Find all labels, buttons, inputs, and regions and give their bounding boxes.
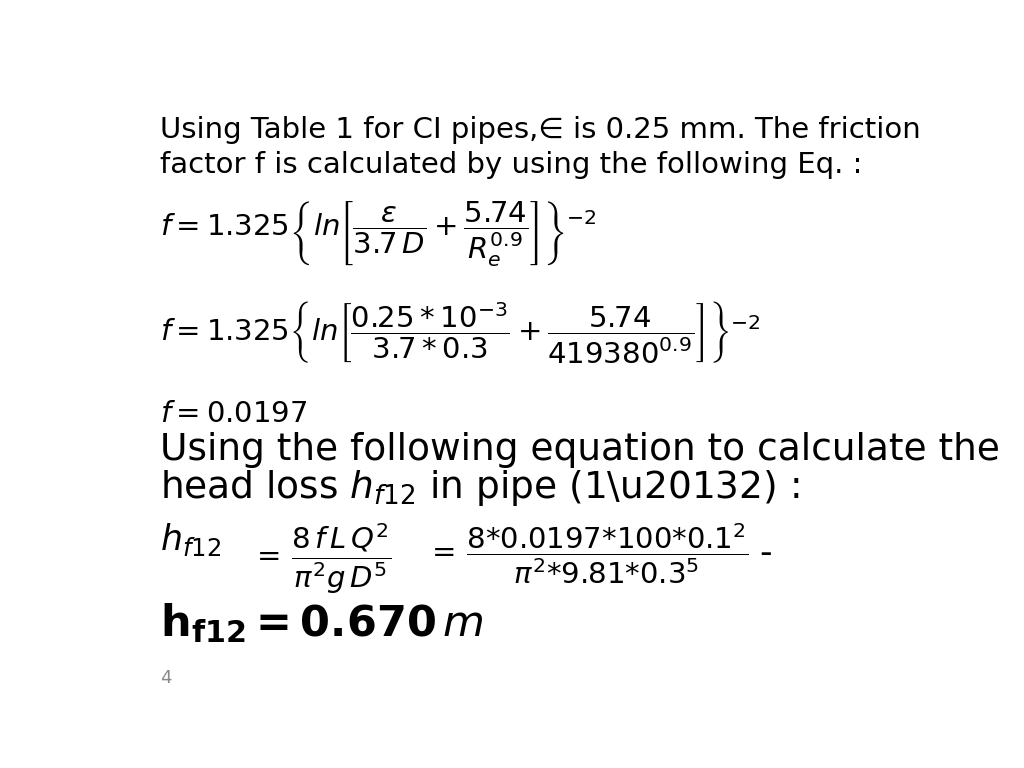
Text: -: - (759, 536, 771, 570)
Text: $\mathbf{h_{f12} = 0.670\,\mathit{m}}$: $\mathbf{h_{f12} = 0.670\,\mathit{m}}$ (160, 601, 483, 644)
Text: $f = 1.325\left\{ln\left[\dfrac{0.25 * 10^{-3}}{3.7 * 0.3}+\dfrac{5.74}{419380^{: $f = 1.325\left\{ln\left[\dfrac{0.25 * 1… (160, 299, 761, 365)
Text: Using the following equation to calculate the: Using the following equation to calculat… (160, 432, 999, 468)
Text: Using Table 1 for CI pipes,∈ is 0.25 mm. The friction: Using Table 1 for CI pipes,∈ is 0.25 mm.… (160, 116, 921, 144)
Text: $=\,\dfrac{8{*}0.0197{*}100{*}0.1^2}{\pi^2{*}9.81{*}0.3^5}$: $=\,\dfrac{8{*}0.0197{*}100{*}0.1^2}{\pi… (426, 521, 749, 586)
Text: factor f is calculated by using the following Eq. :: factor f is calculated by using the foll… (160, 151, 862, 179)
Text: $h_{f12}$: $h_{f12}$ (160, 521, 221, 558)
Text: 4: 4 (160, 669, 171, 687)
Text: head loss $h_{f12}$ in pipe (1\u20132) :: head loss $h_{f12}$ in pipe (1\u20132) : (160, 468, 799, 508)
Text: $f = 1.325\left\{ln\left[\dfrac{\epsilon}{3.7\,D}+\dfrac{5.74}{R_e^{0.9}}\right]: $f = 1.325\left\{ln\left[\dfrac{\epsilon… (160, 199, 597, 267)
Text: $=\,\dfrac{8\,f\,L\,Q^2}{\pi^2 g\,D^5}$: $=\,\dfrac{8\,f\,L\,Q^2}{\pi^2 g\,D^5}$ (251, 521, 391, 596)
Text: $f = 0.0197$: $f = 0.0197$ (160, 399, 307, 428)
